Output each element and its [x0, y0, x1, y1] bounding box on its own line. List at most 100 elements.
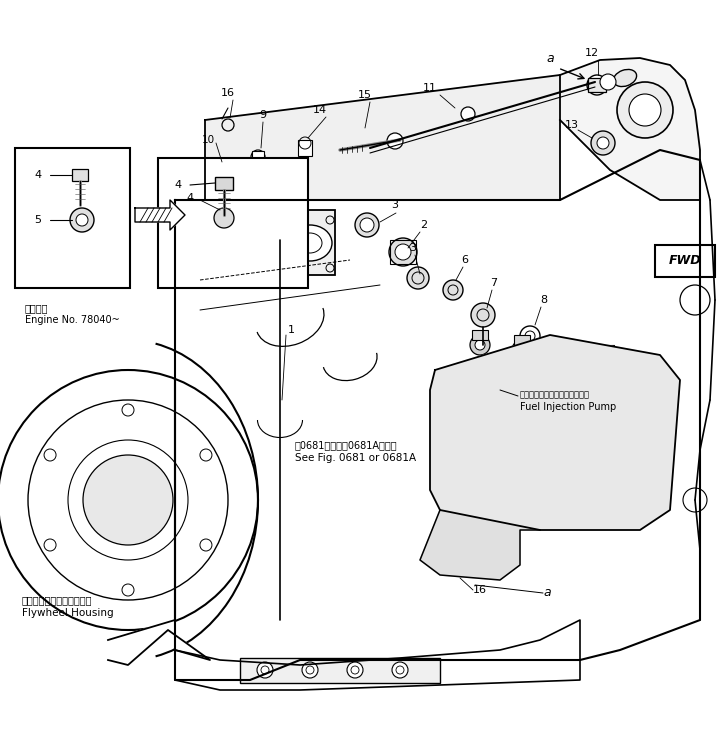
Circle shape: [347, 662, 363, 678]
Circle shape: [214, 208, 234, 228]
Circle shape: [257, 662, 273, 678]
Bar: [556, 340, 572, 350]
Text: 7: 7: [490, 278, 497, 288]
Polygon shape: [560, 58, 700, 200]
Text: 3: 3: [410, 243, 417, 253]
Circle shape: [389, 238, 417, 266]
Bar: [598, 345, 614, 355]
Text: 9: 9: [260, 110, 267, 120]
Circle shape: [512, 340, 532, 360]
Polygon shape: [420, 510, 540, 580]
Circle shape: [629, 94, 661, 126]
Bar: [215, 168, 227, 186]
Circle shape: [44, 539, 56, 551]
Circle shape: [596, 350, 616, 370]
Text: Flywheel Housing: Flywheel Housing: [22, 608, 114, 618]
Text: 6: 6: [461, 255, 469, 265]
Bar: [514, 335, 530, 345]
Circle shape: [587, 75, 607, 95]
Circle shape: [392, 662, 408, 678]
Bar: [390, 240, 416, 264]
Circle shape: [44, 449, 56, 461]
Polygon shape: [108, 620, 210, 665]
Text: a: a: [543, 587, 551, 600]
Circle shape: [407, 267, 429, 289]
Circle shape: [355, 213, 379, 237]
Circle shape: [591, 131, 615, 155]
Circle shape: [512, 462, 538, 488]
Circle shape: [447, 442, 463, 458]
Circle shape: [387, 133, 403, 149]
Circle shape: [302, 662, 318, 678]
Ellipse shape: [614, 69, 637, 87]
Polygon shape: [205, 75, 560, 200]
Text: 5: 5: [35, 215, 42, 225]
Circle shape: [554, 345, 574, 365]
Circle shape: [600, 74, 616, 90]
Text: Fuel Injection Pump: Fuel Injection Pump: [520, 402, 616, 412]
Bar: [588, 78, 606, 92]
Circle shape: [395, 244, 411, 260]
Circle shape: [461, 107, 475, 121]
Text: 11: 11: [423, 83, 437, 93]
Text: 13: 13: [565, 120, 579, 130]
Circle shape: [470, 335, 490, 355]
Text: FWD: FWD: [668, 255, 702, 267]
Text: 12: 12: [585, 48, 599, 58]
Circle shape: [251, 150, 265, 164]
Text: 2: 2: [420, 220, 428, 230]
Circle shape: [517, 345, 527, 355]
Text: フェルインジェクションポンプ: フェルインジェクションポンプ: [520, 390, 590, 399]
Text: 4: 4: [174, 180, 182, 190]
Circle shape: [617, 82, 673, 138]
Text: a: a: [547, 52, 554, 65]
Circle shape: [471, 303, 495, 327]
Polygon shape: [135, 200, 185, 230]
Text: 1: 1: [288, 325, 294, 335]
Ellipse shape: [288, 225, 332, 261]
Text: 4: 4: [187, 193, 193, 203]
Circle shape: [360, 218, 374, 232]
Circle shape: [200, 539, 212, 551]
Text: フライホイールハウジング: フライホイールハウジング: [22, 595, 92, 605]
Bar: [158, 158, 308, 288]
Bar: [255, 210, 335, 275]
Circle shape: [70, 208, 94, 232]
Bar: [72, 169, 88, 181]
Circle shape: [200, 449, 212, 461]
Polygon shape: [430, 335, 680, 530]
Bar: [520, 345, 540, 360]
Text: 14: 14: [313, 105, 327, 115]
Circle shape: [0, 370, 258, 630]
Bar: [252, 151, 264, 163]
Text: 10: 10: [201, 135, 215, 145]
Circle shape: [559, 350, 569, 360]
Text: See Fig. 0681 or 0681A: See Fig. 0681 or 0681A: [295, 453, 416, 463]
Text: 3: 3: [392, 200, 399, 210]
Text: 第0681図または0681A図参照: 第0681図または0681A図参照: [295, 440, 397, 450]
Polygon shape: [175, 150, 700, 680]
Text: 適用号機: 適用号機: [25, 303, 48, 313]
Circle shape: [445, 555, 465, 575]
Bar: [298, 140, 312, 156]
Text: 16: 16: [473, 585, 487, 595]
Circle shape: [476, 456, 504, 484]
Circle shape: [520, 326, 540, 346]
Circle shape: [519, 469, 531, 481]
Polygon shape: [175, 620, 580, 690]
Circle shape: [440, 435, 470, 465]
Circle shape: [601, 355, 611, 365]
Bar: [215, 177, 233, 190]
Bar: [655, 245, 715, 277]
Circle shape: [122, 404, 134, 416]
Circle shape: [217, 167, 227, 177]
Bar: [472, 330, 488, 340]
Text: 16: 16: [221, 88, 235, 98]
Circle shape: [483, 463, 497, 477]
Circle shape: [683, 488, 707, 512]
Circle shape: [443, 280, 463, 300]
Circle shape: [83, 455, 173, 545]
Circle shape: [122, 584, 134, 596]
Text: 8: 8: [541, 295, 547, 305]
Text: 15: 15: [358, 90, 372, 100]
